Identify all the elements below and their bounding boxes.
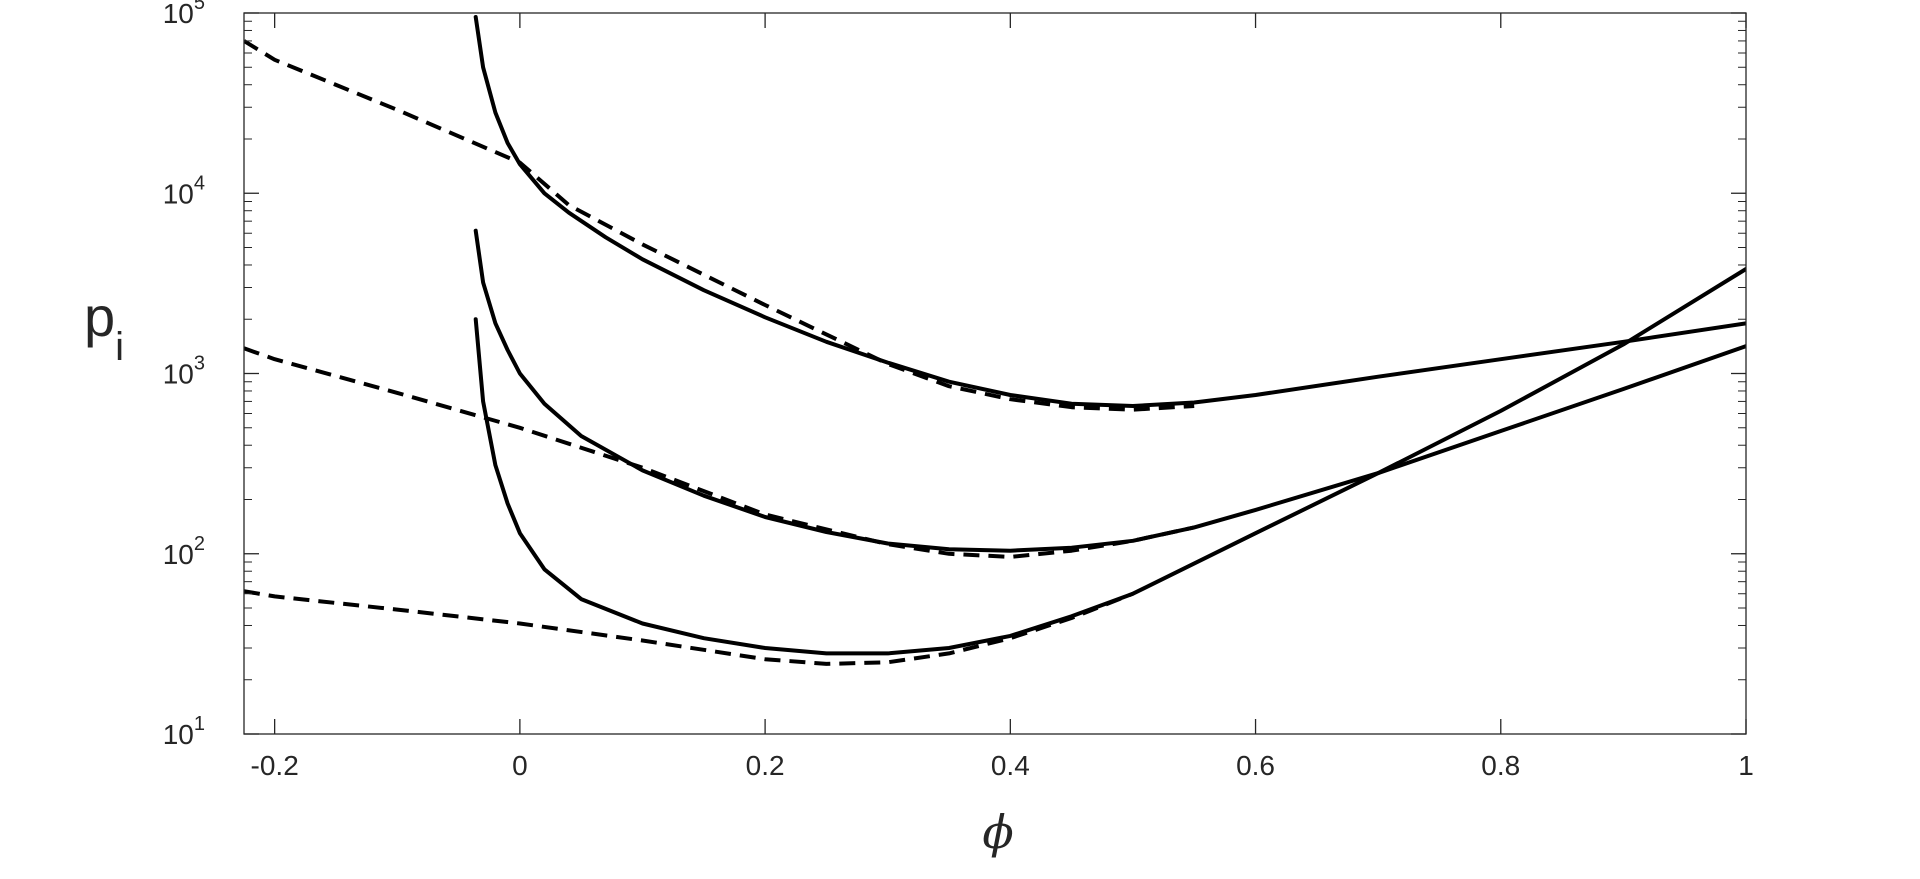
x-tick-label: 0.6 (1236, 750, 1275, 781)
x-tick-label: 0 (512, 750, 528, 781)
y-axis-label-subscript: i (115, 325, 124, 369)
plot-frame (243, 12, 1747, 735)
labels-layer: ϕ pi (84, 285, 1014, 859)
y-axis-label: pi (84, 285, 124, 369)
y-axis-label-base: p (84, 285, 115, 348)
series-line-3-solid (473, 228, 1746, 553)
series-layer (244, 15, 1746, 666)
axes-layer: -0.2 0 0.2 0.4 0.6 0.8 1 101 102 103 104 105 (163, 0, 1754, 781)
x-tick-label: 0.4 (991, 750, 1030, 781)
y-tick-label: 103 (163, 353, 205, 390)
series-line-2-dashed (244, 39, 1195, 412)
series-line-1-solid (473, 15, 1746, 408)
series-line-4-dashed (244, 346, 1195, 559)
series-line-5-solid (473, 267, 1746, 656)
x-axis-label: ϕ (982, 805, 1013, 859)
series-line-6-dashed (244, 589, 1134, 666)
y-tick-label: 102 (163, 533, 205, 570)
y-tick-label: 104 (163, 172, 205, 209)
y-tick-label: 105 (163, 0, 205, 29)
y-tick-label: 101 (163, 713, 205, 750)
x-tick-label: 0.2 (746, 750, 785, 781)
x-tick-label: -0.2 (251, 750, 299, 781)
x-tick-label: 0.8 (1481, 750, 1520, 781)
x-tick-label: 1 (1738, 750, 1754, 781)
